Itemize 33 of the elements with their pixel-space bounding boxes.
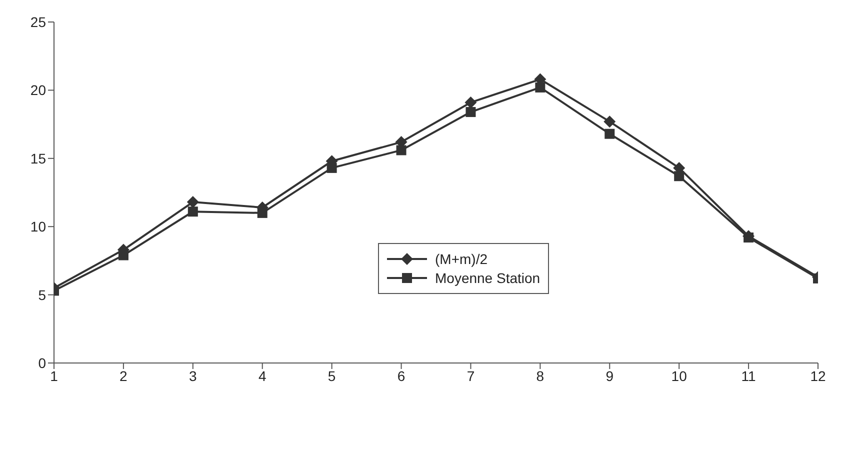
x-tick-label: 12 xyxy=(810,368,826,384)
point xyxy=(674,171,684,182)
x-tick-label: 5 xyxy=(328,368,336,384)
point xyxy=(535,82,546,92)
y-tick-label: 0 xyxy=(38,354,46,371)
y-tick-label: 10 xyxy=(30,218,46,235)
x-tick-label: 10 xyxy=(671,368,688,384)
point xyxy=(464,96,477,108)
point xyxy=(466,107,476,118)
x-tick-label: 6 xyxy=(397,368,406,384)
point xyxy=(186,196,199,208)
x-tick-label: 1 xyxy=(50,368,58,384)
y-tick-label: 15 xyxy=(30,150,46,166)
point xyxy=(604,128,615,139)
point xyxy=(118,250,128,260)
point xyxy=(744,232,754,243)
x-tick-label: 11 xyxy=(741,368,756,384)
y-tick-label: 20 xyxy=(30,82,46,98)
x-tick-label: 7 xyxy=(466,368,475,384)
x-tick-label: 9 xyxy=(606,368,614,384)
x-tick-label: 4 xyxy=(258,368,266,384)
point xyxy=(326,162,337,173)
legend-label: (M+m)/2 xyxy=(435,251,488,267)
x-tick-label: 8 xyxy=(536,368,544,384)
point xyxy=(188,206,198,217)
point xyxy=(604,116,616,128)
x-tick-label: 2 xyxy=(120,368,128,384)
y-tick-label: 25 xyxy=(30,14,46,30)
legend-label: Moyenne Station xyxy=(435,270,540,286)
y-tick-label: 5 xyxy=(38,286,46,303)
point xyxy=(396,145,406,156)
point xyxy=(257,208,268,218)
x-tick-label: 3 xyxy=(189,368,198,384)
